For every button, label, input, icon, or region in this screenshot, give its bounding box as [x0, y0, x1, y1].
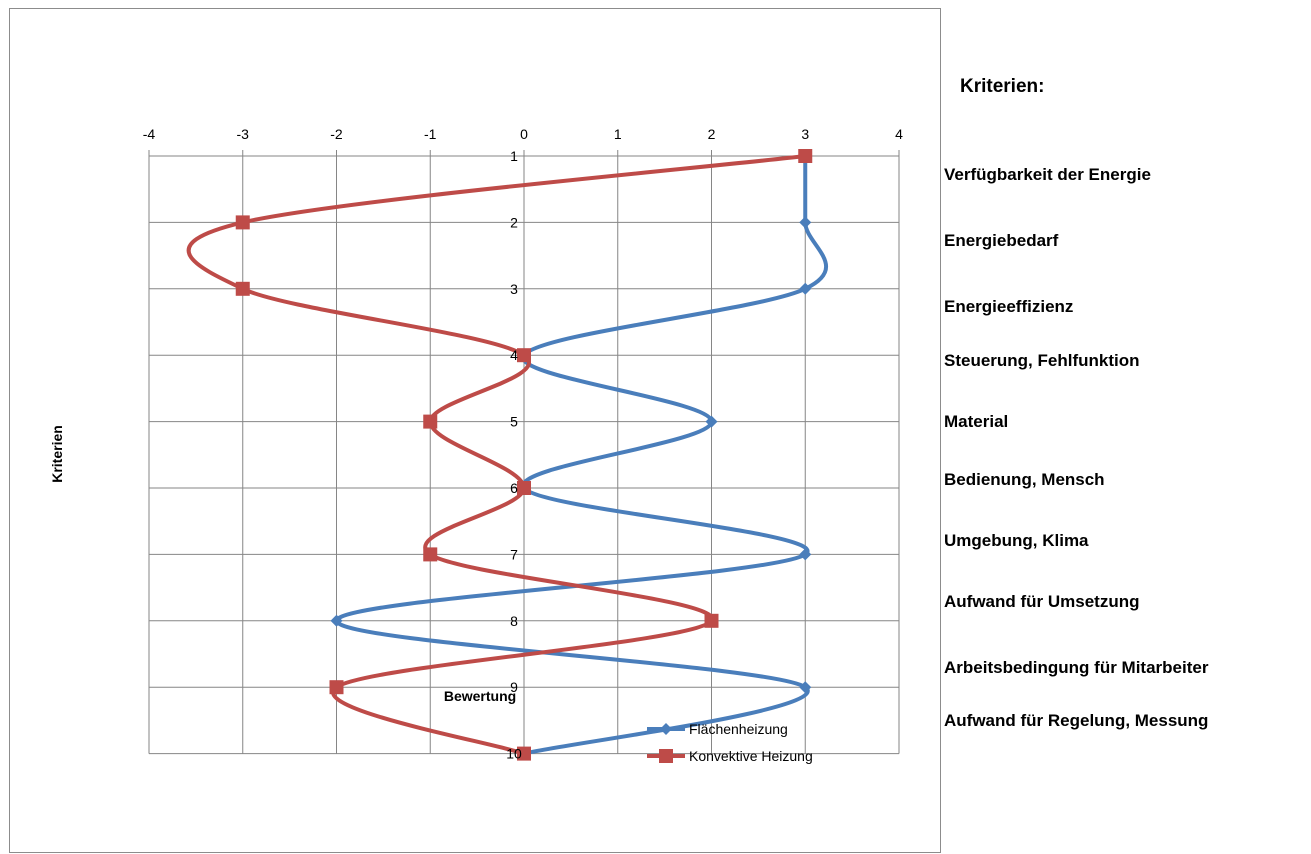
category-label: 1 [510, 148, 518, 164]
data-point [798, 149, 813, 163]
chart-area: -4 -3 -2 -1 0 1 2 3 4 1 2 3 4 5 6 7 8 9 10 Bewertung Krite… [9, 8, 941, 853]
legend-label: Flächenheizung [689, 721, 788, 737]
data-point [235, 281, 250, 296]
category-label: 10 [506, 746, 522, 762]
data-point [423, 414, 438, 429]
criteria-item: Material [944, 412, 1009, 431]
data-point [517, 746, 531, 761]
category-label: 4 [510, 347, 518, 363]
grid [148, 150, 900, 755]
data-point [799, 216, 812, 229]
series-flaechenheizung [330, 150, 829, 760]
category-label: 8 [510, 613, 518, 629]
criteria-item: Verfügbarkeit der Energie [944, 165, 1151, 184]
data-point [329, 680, 344, 695]
x-tick-label: 0 [520, 126, 528, 142]
data-point [799, 681, 812, 694]
criteria-item: Energiebedarf [944, 231, 1059, 250]
legend-item: Flächenheizung [647, 721, 788, 737]
y-axis-title: Kriterien [49, 425, 65, 483]
category-label: 6 [510, 480, 518, 496]
data-point [799, 282, 812, 295]
criteria-panel: Kriterien: Verfügbarkeit der Energie Ener… [944, 0, 1311, 847]
data-point [423, 547, 438, 562]
criteria-item: Umgebung, Klima [944, 531, 1089, 550]
criteria-item: Bedienung, Mensch [944, 470, 1105, 489]
criteria-item: Energieeffizienz [944, 297, 1074, 316]
data-point [235, 215, 250, 230]
data-point [517, 481, 531, 495]
criteria-item: Aufwand für Regelung, Messung [944, 711, 1209, 730]
x-tick-label: 3 [801, 126, 809, 142]
legend-marker [659, 749, 673, 763]
x-tick-label: -1 [424, 126, 437, 142]
category-label: 5 [510, 414, 518, 430]
series-line [334, 154, 829, 756]
x-tick-label: 2 [708, 126, 716, 142]
data-point [330, 614, 343, 627]
series-line [186, 154, 808, 756]
category-label: 3 [510, 281, 518, 297]
series-konvektive-heizung [186, 149, 813, 761]
x-tick-label: 1 [614, 126, 622, 142]
x-axis-title: Bewertung [444, 688, 516, 704]
x-tick-label: 4 [895, 126, 903, 142]
category-label: 9 [510, 679, 518, 695]
x-tick-label: -2 [330, 126, 343, 142]
legend-item: Konvektive Heizung [647, 748, 813, 764]
data-point [517, 348, 531, 363]
data-point [705, 415, 718, 428]
data-point [799, 548, 812, 561]
category-label: 7 [510, 546, 518, 562]
category-label: 2 [510, 214, 518, 230]
data-point [704, 613, 719, 628]
criteria-heading: Kriterien: [960, 76, 1045, 97]
legend: Flächenheizung Konvektive Heizung [647, 721, 813, 764]
legend-label: Konvektive Heizung [689, 748, 813, 764]
x-tick-label: -3 [237, 126, 250, 142]
series-layer [186, 149, 829, 761]
criteria-item: Aufwand für Umsetzung [944, 592, 1140, 611]
criteria-item: Steuerung, Fehlfunktion [944, 351, 1140, 370]
legend-marker [660, 723, 672, 735]
x-tick-label: -4 [143, 126, 156, 142]
criteria-item: Arbeitsbedingung für Mitarbeiter [944, 658, 1209, 677]
